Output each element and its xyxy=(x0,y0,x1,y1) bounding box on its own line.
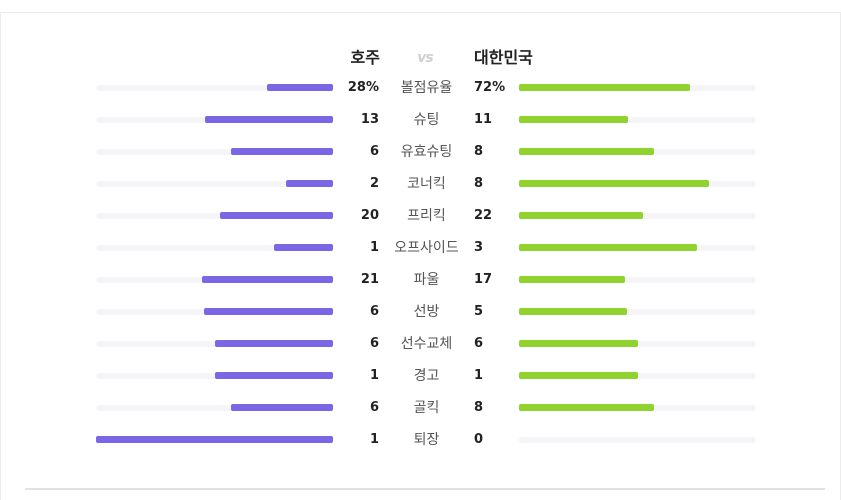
frame-top-border xyxy=(0,0,841,13)
home-bar-track xyxy=(96,405,333,411)
home-bar-track xyxy=(96,181,333,187)
stat-label: 유효슈팅 xyxy=(400,144,453,160)
away-value: 8 xyxy=(474,144,484,159)
away-value: 5 xyxy=(474,304,484,319)
away-bar xyxy=(519,116,628,123)
away-value: 1 xyxy=(474,368,484,383)
home-value: 28% xyxy=(347,80,379,95)
stat-row: 1 퇴장 0 xyxy=(0,430,841,450)
stat-row: 6 선방 5 xyxy=(0,302,841,322)
home-value: 1 xyxy=(369,368,379,383)
away-bar-track xyxy=(519,341,756,347)
away-value: 6 xyxy=(474,336,484,351)
away-bar xyxy=(519,340,638,347)
home-bar xyxy=(266,84,333,91)
away-bar xyxy=(519,372,638,379)
home-bar-track xyxy=(96,85,333,91)
home-bar-track xyxy=(96,149,333,155)
away-bar xyxy=(519,180,709,187)
away-value: 17 xyxy=(474,272,493,287)
away-bar xyxy=(519,84,690,91)
stat-row: 6 선수교체 6 xyxy=(0,334,841,354)
home-bar xyxy=(220,212,333,219)
home-bar xyxy=(203,308,333,315)
home-bar xyxy=(231,404,333,411)
home-value: 21 xyxy=(360,272,379,287)
away-bar xyxy=(519,148,655,155)
stat-row: 2 코너킥 8 xyxy=(0,174,841,194)
stat-row: 6 골킥 8 xyxy=(0,398,841,418)
away-bar xyxy=(519,308,627,315)
stat-label: 퇴장 xyxy=(413,432,440,448)
home-bar xyxy=(231,148,333,155)
home-team-name: 호주 xyxy=(350,48,380,67)
frame-left-border xyxy=(0,13,1,500)
stat-label: 코너킥 xyxy=(407,176,446,192)
stat-label: 골킥 xyxy=(413,400,440,416)
away-value: 3 xyxy=(474,240,484,255)
stat-row: 20 프리킥 22 xyxy=(0,206,841,226)
home-value: 6 xyxy=(369,336,379,351)
away-bar-track xyxy=(519,277,756,283)
home-bar-track xyxy=(96,245,333,251)
away-value: 72% xyxy=(474,80,506,95)
stat-label: 선수교체 xyxy=(400,336,453,352)
stat-label: 파울 xyxy=(413,272,440,288)
home-value: 13 xyxy=(360,112,379,127)
home-value: 20 xyxy=(360,208,379,223)
stat-label: 오프사이드 xyxy=(394,240,459,256)
stat-row: 13 슈팅 11 xyxy=(0,110,841,130)
home-bar xyxy=(96,436,333,443)
home-value: 1 xyxy=(369,432,379,447)
stat-label: 슈팅 xyxy=(413,112,440,128)
away-bar xyxy=(519,244,697,251)
away-team-name: 대한민국 xyxy=(474,48,533,67)
stat-row: 6 유효슈팅 8 xyxy=(0,142,841,162)
stat-label: 볼점유율 xyxy=(400,80,453,96)
away-value: 8 xyxy=(474,400,484,415)
away-bar-track xyxy=(519,437,756,443)
away-bar xyxy=(519,276,626,283)
vs-label: vs xyxy=(417,50,433,66)
home-value: 6 xyxy=(369,400,379,415)
home-value: 6 xyxy=(369,304,379,319)
home-bar xyxy=(204,116,333,123)
home-bar-track xyxy=(96,213,333,219)
home-bar xyxy=(214,340,333,347)
away-bar xyxy=(519,404,655,411)
away-value: 11 xyxy=(474,112,493,127)
away-bar xyxy=(519,212,644,219)
away-bar-track xyxy=(519,309,756,315)
stat-row: 21 파울 17 xyxy=(0,270,841,290)
stat-label: 선방 xyxy=(413,304,440,320)
stat-row: 1 경고 1 xyxy=(0,366,841,386)
away-value: 0 xyxy=(474,432,484,447)
stat-label: 경고 xyxy=(413,368,440,384)
away-bar-track xyxy=(519,117,756,123)
home-bar xyxy=(285,180,333,187)
stat-row: 1 오프사이드 3 xyxy=(0,238,841,258)
home-bar xyxy=(273,244,333,251)
home-bar xyxy=(214,372,333,379)
stat-label: 프리킥 xyxy=(407,208,446,224)
away-value: 8 xyxy=(474,176,484,191)
home-value: 1 xyxy=(369,240,379,255)
stat-row: 28% 볼점유율 72% xyxy=(0,78,841,98)
home-value: 6 xyxy=(369,144,379,159)
home-value: 2 xyxy=(369,176,379,191)
home-bar xyxy=(202,276,333,283)
bottom-divider xyxy=(25,488,825,490)
away-bar-track xyxy=(519,373,756,379)
away-value: 22 xyxy=(474,208,493,223)
